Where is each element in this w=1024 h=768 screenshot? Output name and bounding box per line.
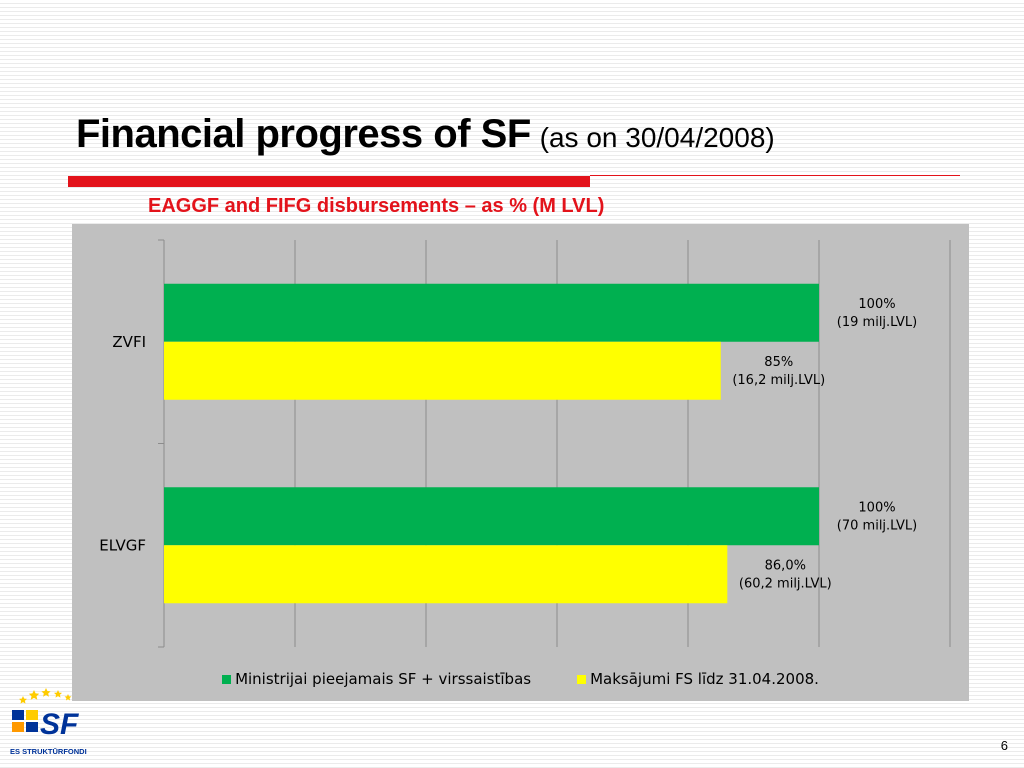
- data-label: 86,0% (60,2 milj.LVL): [739, 558, 832, 591]
- bar-chart: 100% (19 milj.LVL) 85% (16,2 milj.LVL) ZVFI 1…: [99, 239, 951, 648]
- title-date: (as on 30/04/2008): [539, 122, 775, 153]
- bar-zvfi-series-0: [164, 283, 819, 342]
- chart-legend: Ministrijai pieejamais SF + virssaistība…: [72, 670, 969, 688]
- legend-item-payments: Maksājumi FS līdz 31.04.2008.: [577, 670, 819, 688]
- category-label: ELVGF: [99, 536, 146, 554]
- chart-area: 100% (19 milj.LVL) 85% (16,2 milj.LVL) ZVFI 1…: [72, 224, 969, 701]
- slide-number: 6: [1000, 738, 1008, 753]
- data-label: 100% (70 milj.LVL): [837, 500, 917, 533]
- slide-title: Financial progress of SF (as on 30/04/20…: [76, 112, 775, 157]
- logo-stars: [19, 688, 72, 704]
- legend-swatch-green: [222, 674, 232, 684]
- legend-label-available: Ministrijai pieejamais SF + virssaistība…: [235, 670, 532, 688]
- category-label: ZVFI: [112, 333, 146, 351]
- logo-wordmark: SF: [40, 708, 79, 741]
- bar-elvgf-series-0: [164, 487, 819, 546]
- logo-caption: ES STRUKTŪRFONDI: [10, 747, 87, 756]
- bar-zvfi-series-1: [164, 341, 721, 400]
- data-label: 85% (16,2 milj.LVL): [732, 355, 825, 388]
- title-underline: [68, 176, 590, 187]
- data-label: 100% (19 milj.LVL): [837, 297, 917, 330]
- legend-label-payments: Maksājumi FS līdz 31.04.2008.: [590, 670, 819, 688]
- sf-logo: SF ES STRUKTŪRFONDI: [10, 688, 87, 756]
- chart-title: EAGGF and FIFG disbursements – as % (M L…: [148, 195, 605, 217]
- logo-blocks: [12, 710, 38, 732]
- legend-item-available: Ministrijai pieejamais SF + virssaistība…: [222, 670, 531, 688]
- legend-swatch-yellow: [577, 674, 587, 684]
- title-main: Financial progress of SF: [76, 112, 531, 156]
- bar-elvgf-series-1: [164, 545, 728, 604]
- title-underline-thin: [590, 175, 960, 176]
